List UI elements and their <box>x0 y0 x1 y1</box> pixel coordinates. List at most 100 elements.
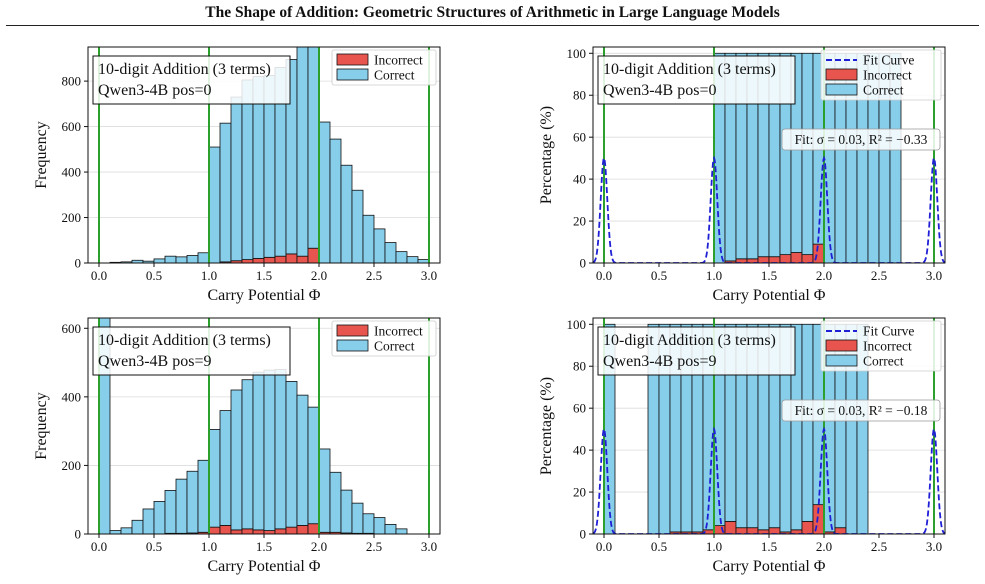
bar-correct <box>120 527 133 534</box>
title-rule <box>6 25 979 26</box>
annotation-line: 10-digit Addition (3 terms) <box>603 61 776 78</box>
legend-label: Correct <box>374 68 415 83</box>
x-tick-label: 1.5 <box>256 268 272 283</box>
bar-incorrect <box>230 529 243 534</box>
legend-swatch <box>825 68 858 81</box>
x-tick-label: 0.0 <box>596 268 612 283</box>
bar-correct <box>252 371 265 531</box>
annotation-box: 10-digit Addition (3 terms) Qwen3-4B pos=… <box>92 55 291 105</box>
y-tick-label: 100 <box>567 317 587 332</box>
bar-correct <box>241 379 254 530</box>
y-tick-label: 80 <box>573 359 586 374</box>
bar-correct <box>131 519 144 534</box>
annotation-frame <box>597 326 796 376</box>
y-tick-label: 40 <box>573 172 586 187</box>
legend-swatch <box>825 354 858 367</box>
annotation-line: Qwen3-4B pos=0 <box>98 82 211 99</box>
y-tick-label: 800 <box>62 74 82 89</box>
legend-label: Incorrect <box>374 53 423 68</box>
y-tick-label: 60 <box>573 401 586 416</box>
x-tick-label: 3.0 <box>421 268 437 283</box>
x-tick-label: 2.0 <box>816 268 832 283</box>
x-tick-label: 0.0 <box>596 539 612 554</box>
y-tick-label: 20 <box>573 214 586 229</box>
legend-label: Fit Curve <box>863 324 914 339</box>
x-tick-label: 1.0 <box>201 539 217 554</box>
annotation-box: 10-digit Addition (3 terms) Qwen3-4B pos=… <box>597 326 796 376</box>
legend-swatch <box>336 68 369 81</box>
annotation-box: 10-digit Addition (3 terms) Qwen3-4B pos=… <box>597 55 796 105</box>
bar-correct <box>362 214 375 263</box>
y-tick-label: 400 <box>62 389 82 404</box>
y-tick-label: 200 <box>62 458 82 473</box>
annotation-line: 10-digit Addition (3 terms) <box>98 332 271 349</box>
legend-swatch <box>336 324 369 337</box>
bar-correct <box>318 448 331 533</box>
bar-correct <box>801 52 814 256</box>
x-tick-label: 2.0 <box>816 539 832 554</box>
legend-swatch <box>825 339 858 352</box>
annotation-frame <box>92 55 291 105</box>
fit-label: Fit: σ = 0.03, R² = −0.33 <box>781 128 941 151</box>
annotation-frame <box>92 326 291 376</box>
bar-correct <box>175 256 188 263</box>
y-tick-label: 600 <box>62 119 82 134</box>
bar-incorrect <box>241 528 254 534</box>
bar-incorrect <box>274 528 287 534</box>
bar-correct <box>801 323 814 522</box>
bar-incorrect <box>296 255 309 263</box>
fit-label-text: Fit: σ = 0.03, R² = −0.18 <box>795 403 928 418</box>
bar-correct <box>296 394 309 526</box>
bar-incorrect <box>219 525 232 534</box>
annotation-line: 10-digit Addition (3 terms) <box>98 61 271 78</box>
legend-swatch <box>336 339 369 352</box>
bar-correct <box>296 47 309 257</box>
bar-incorrect <box>779 254 792 263</box>
bar-correct <box>384 524 397 534</box>
page-title: The Shape of Addition: Geometric Structu… <box>205 4 780 21</box>
bar-correct <box>230 389 243 531</box>
legend-label: Incorrect <box>863 339 912 354</box>
x-tick-label: 2.5 <box>366 268 382 283</box>
legend-label: Fit Curve <box>863 53 914 68</box>
x-tick-label: 0.5 <box>146 268 162 283</box>
legend-swatch <box>336 53 369 66</box>
x-tick-label: 0.0 <box>91 268 107 283</box>
x-tick-label: 1.5 <box>761 539 777 554</box>
x-tick-label: 2.5 <box>871 268 887 283</box>
legend-label: Correct <box>374 339 415 354</box>
x-tick-label: 1.0 <box>706 268 722 283</box>
x-tick-label: 0.5 <box>146 539 162 554</box>
bar-correct <box>318 121 331 263</box>
bar-correct <box>351 189 364 263</box>
x-tick-label: 2.5 <box>871 539 887 554</box>
bar-incorrect <box>285 526 298 534</box>
y-tick-label: 40 <box>573 443 586 458</box>
bar-correct <box>153 258 166 263</box>
y-tick-label: 0 <box>580 527 587 542</box>
bar-incorrect <box>768 527 781 534</box>
bar-correct <box>329 471 342 533</box>
bar-correct <box>186 255 199 263</box>
y-tick-label: 20 <box>573 485 586 500</box>
panel-top-left: 0.0 0.5 1.0 1.5 2.0 2.5 3.0 0 200 400 600 800 Carry … <box>33 46 441 304</box>
bar-incorrect <box>735 527 748 534</box>
y-axis-label: Frequency <box>33 392 50 460</box>
legend-label: Correct <box>863 354 904 369</box>
x-axis-label: Carry Potential Φ <box>207 558 320 575</box>
y-tick-label: 80 <box>573 88 586 103</box>
annotation-line: 10-digit Addition (3 terms) <box>603 332 776 349</box>
x-axis-label: Carry Potential Φ <box>712 287 825 304</box>
plot-area <box>88 318 440 534</box>
bar-correct <box>230 96 243 262</box>
bar-correct <box>307 47 320 249</box>
y-tick-label: 0 <box>75 256 82 271</box>
bar-correct <box>406 256 419 263</box>
x-tick-label: 2.0 <box>311 539 327 554</box>
bar-correct <box>164 490 177 534</box>
bar-incorrect <box>724 521 737 534</box>
bar-correct <box>197 252 210 263</box>
